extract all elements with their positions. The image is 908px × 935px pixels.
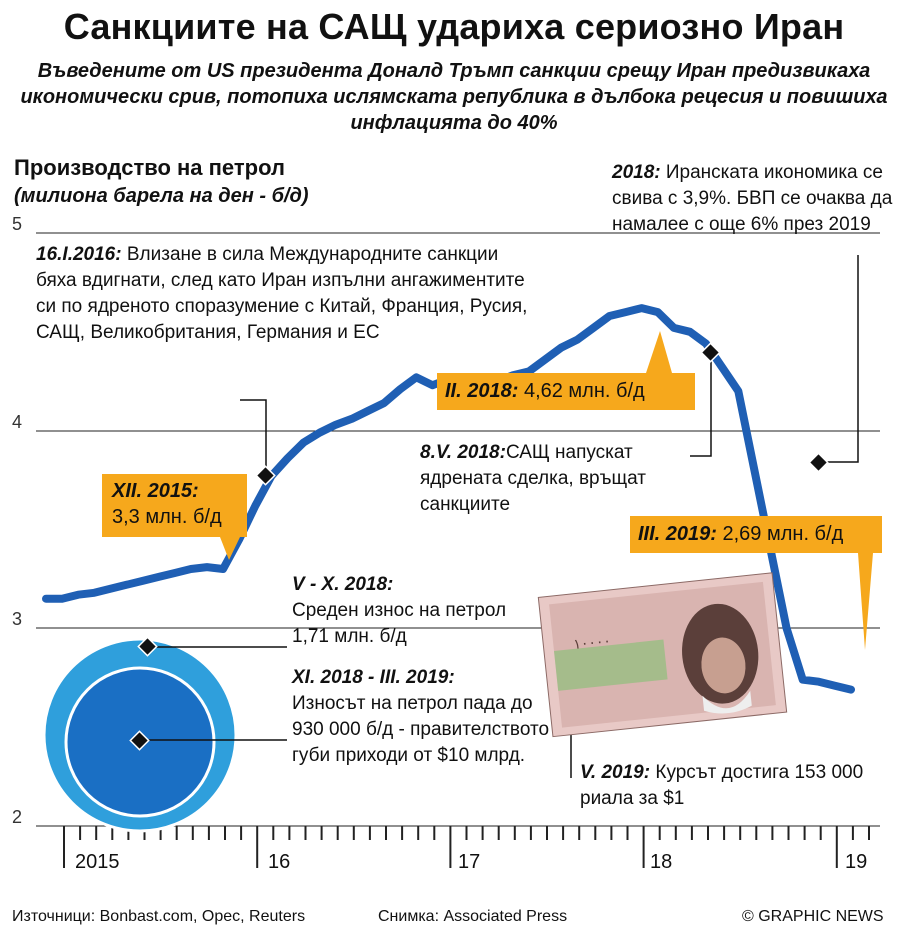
annotation-exports1-date: V - X. 2018: — [292, 574, 394, 595]
annotation-may2018: 8.V. 2018:САЩ напускат ядрената сделка, … — [420, 440, 690, 518]
callout-feb2018-date: II. 2018: — [445, 380, 519, 402]
callout-feb2018: II. 2018: 4,62 млн. б/д — [445, 378, 695, 404]
marker-exports1 — [137, 636, 158, 657]
footer-sources: Източници: Bonbast.com, Opec, Reuters — [12, 908, 306, 925]
chart-ylabel: (милиона барела на ден - б/д) — [14, 185, 309, 207]
marker-may2018 — [700, 342, 721, 363]
annotation-may2019-text: Курсът достига 153 000 риала за $1 — [580, 762, 864, 809]
annotation-jan2016-date: 16.I.2016: — [36, 244, 122, 265]
annotation-exports2-text: Износът на петрол пада до 930 000 б/д - … — [292, 693, 550, 766]
annotation-may2019-date: V. 2019: — [580, 762, 651, 783]
banknote-image: ۱۰۰۰۰ — [537, 572, 788, 738]
callout-mar2019-box — [630, 516, 882, 650]
marker-jan2016 — [255, 465, 276, 486]
chart-title: Производство на петрол — [14, 155, 285, 180]
annotation-exports1: V - X. 2018: Среден износ на петрол 1,71… — [292, 572, 522, 650]
callout-mar2019: III. 2019: 2,69 млн. б/д — [638, 521, 883, 547]
xtick-label: 18 — [650, 851, 672, 873]
connector-may2018 — [690, 352, 712, 457]
page-title: Санкциите на САЩ удариха сериозно Иран — [63, 6, 845, 47]
xtick-label: 2015 — [75, 851, 120, 873]
callout-feb2018-box — [437, 331, 695, 410]
annotation-jan2016-text: Влизане в сила Международните санкции бя… — [36, 244, 528, 343]
callout-dec2015: XII. 2015: 3,3 млн. б/д — [112, 478, 242, 530]
annotation-2018: 2018: Иранската икономика се свива с 3,9… — [612, 160, 894, 238]
callout-mar2019-date: III. 2019: — [638, 523, 717, 545]
callout-feb2018-value: 4,62 млн. б/д — [523, 380, 645, 402]
footer-copyright: © GRAPHIC NEWS — [742, 908, 884, 925]
footer-photo: Снимка: Associated Press — [378, 908, 568, 925]
xtick-label: 16 — [268, 851, 290, 873]
page-subtitle: Въведените от US президента Доналд Тръмп… — [20, 60, 888, 134]
xtick-label: 17 — [458, 851, 480, 873]
annotation-exports1-text: Среден износ на петрол 1,71 млн. б/д — [292, 600, 507, 647]
callout-dec2015-box — [102, 474, 247, 560]
annotation-may2018-text: САЩ напускат ядрената сделка, връщат сан… — [420, 442, 646, 515]
svg-text:۱۰۰۰۰: ۱۰۰۰۰ — [573, 633, 612, 653]
ytick-label: 4 — [12, 412, 22, 432]
xtick-label: 19 — [845, 851, 867, 873]
annotation-exports2: XI. 2018 - III. 2019: Износът на петрол … — [292, 665, 557, 769]
marker-2018 — [808, 452, 829, 473]
callout-mar2019-value: 2,69 млн. б/д — [722, 523, 844, 545]
ytick-label: 2 — [12, 807, 22, 827]
callout-dec2015-value: 3,3 млн. б/д — [112, 506, 222, 528]
annotation-2018-text: Иранската икономика се свива с 3,9%. БВП… — [612, 162, 893, 235]
annotation-may2018-date: 8.V. 2018: — [420, 442, 506, 463]
ytick-label: 5 — [12, 214, 22, 234]
marker-exports2 — [129, 730, 150, 751]
annotation-may2019: V. 2019: Курсът достига 153 000 риала за… — [580, 760, 870, 812]
ytick-label: 3 — [12, 609, 22, 629]
connector-jan2016 — [240, 399, 267, 476]
connector-2018 — [818, 255, 859, 463]
callout-dec2015-date: XII. 2015: — [112, 480, 199, 502]
annotation-2018-date: 2018: — [612, 162, 661, 183]
annotation-jan2016: 16.I.2016: Влизане в сила Международните… — [36, 242, 536, 346]
annotation-exports2-date: XI. 2018 - III. 2019: — [292, 667, 455, 688]
